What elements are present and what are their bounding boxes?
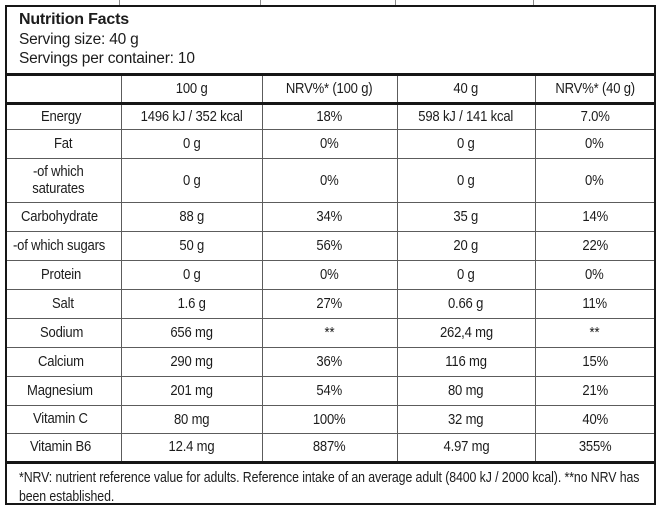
value-cell-nrv-100g: 100% (262, 405, 398, 434)
value-cell-40g: 0.66 g (397, 289, 536, 319)
value-cell-nrv-40g: 0% (535, 129, 654, 159)
servings-per-container-line: Servings per container: 10 (19, 50, 195, 67)
value-cell-nrv-100g: 34% (262, 202, 398, 232)
nutrient-row-calcium: Calcium 290 mg 36% 116 mg 15% (7, 347, 654, 377)
nutrient-row-vitamin-b6: Vitamin B6 12.4 mg 887% 4.97 mg 355% (7, 433, 654, 461)
nutrient-name-cell: Vitamin B6 (7, 433, 122, 461)
nutrient-name-cell: Fat (7, 129, 122, 159)
nutrient-row-magnesium: Magnesium 201 mg 54% 80 mg 21% (7, 376, 654, 406)
value-cell-nrv-100g: 27% (262, 289, 398, 319)
nutrient-name-cell: Energy (7, 103, 122, 130)
value-cell-nrv-40g: 21% (535, 376, 654, 406)
value-cell-100g: 0 g (121, 158, 263, 203)
nrv-footnote: *NRV: nutrient reference value for adult… (7, 460, 654, 504)
nutrient-row-protein: Protein 0 g 0% 0 g 0% (7, 260, 654, 290)
value-cell-40g: 598 kJ / 141 kcal (397, 103, 536, 130)
nutrient-name-cell: Sodium (7, 318, 122, 348)
column-header-row: 100 g NRV%* (100 g) 40 g NRV%* (40 g) (7, 76, 654, 105)
value-cell-nrv-40g: 7.0% (535, 103, 654, 130)
value-cell-nrv-100g: 54% (262, 376, 398, 406)
value-cell-nrv-40g: 40% (535, 405, 654, 434)
value-cell-nrv-100g: 36% (262, 347, 398, 377)
value-cell-nrv-40g: 355% (578, 439, 612, 456)
value-cell-100g: 201 mg (121, 376, 263, 406)
label-header: Nutrition Facts Serving size: 40 g Servi… (7, 7, 654, 76)
value-cell-nrv-40g: 11% (535, 289, 654, 319)
value-cell-100g: 50 g (121, 231, 263, 261)
nutrient-name-cell: Carbohydrate (7, 202, 122, 232)
nutrient-name-cell: Protein (7, 260, 122, 290)
value-cell-40g: 80 mg (397, 376, 536, 406)
value-cell-100g: 88 g (121, 202, 263, 232)
value-cell-40g: 32 mg (397, 405, 536, 434)
value-cell-40g: 20 g (397, 231, 536, 261)
value-cell-100g: 0 g (121, 129, 263, 159)
nutrient-name-cell: -of which saturates (7, 158, 122, 203)
value-cell-nrv-40g: ** (535, 318, 654, 348)
value-cell-40g: 116 mg (397, 347, 536, 377)
column-header-100g: 100 g (121, 76, 263, 105)
value-cell-nrv-100g: 0% (262, 129, 398, 159)
value-cell-40g: 4.97 mg (397, 433, 536, 461)
nutrient-name-cell: Magnesium (7, 376, 122, 406)
value-cell-nrv-100g: 18% (262, 103, 398, 130)
value-cell-40g: 35 g (397, 202, 536, 232)
value-cell-nrv-40g: 0% (535, 158, 654, 203)
column-header-nrv-40g: NRV%* (40 g) (535, 76, 654, 105)
column-header-blank (7, 76, 122, 105)
value-cell-nrv-100g: 0% (262, 158, 398, 203)
nutrient-row-sugars: -of which sugars 50 g 56% 20 g 22% (7, 231, 654, 261)
nutrient-name-cell: Calcium (7, 347, 122, 377)
value-cell-100g: 1496 kJ / 352 kcal (121, 103, 263, 130)
value-cell-40g: 0 g (397, 158, 536, 203)
nutrient-row-saturates: -of which saturates 0 g 0% 0 g 0% (7, 158, 654, 203)
value-cell-100g: 290 mg (121, 347, 263, 377)
value-cell-100g: 656 mg (121, 318, 263, 348)
nutrient-row-fat: Fat 0 g 0% 0 g 0% (7, 129, 654, 159)
value-cell-100g: 1.6 g (121, 289, 263, 319)
nutrient-row-sodium: Sodium 656 mg ** 262,4 mg ** (7, 318, 654, 348)
value-cell-nrv-100g: 887% (262, 433, 398, 461)
nutrition-table: 100 g NRV%* (100 g) 40 g NRV%* (40 g) En… (7, 76, 654, 461)
value-cell-40g: 0 g (397, 260, 536, 290)
label-title: Nutrition Facts (19, 11, 129, 28)
nutrient-name-cell: -of which sugars (7, 231, 122, 261)
nutrition-label-box: Nutrition Facts Serving size: 40 g Servi… (5, 5, 656, 505)
value-cell-nrv-40g: 14% (535, 202, 654, 232)
nutrient-row-energy: Energy 1496 kJ / 352 kcal 18% 598 kJ / 1… (7, 103, 654, 130)
nutrient-row-salt: Salt 1.6 g 27% 0.66 g 11% (7, 289, 654, 319)
column-guide-tick (119, 0, 120, 6)
nrv-footnote-text: *NRV: nutrient reference value for adult… (19, 469, 640, 504)
nutrient-row-carbohydrate: Carbohydrate 88 g 34% 35 g 14% (7, 202, 654, 232)
value-cell-nrv-100g: 0% (262, 260, 398, 290)
column-guide-tick (533, 0, 534, 6)
column-guide-tick (260, 0, 261, 6)
value-cell-nrv-40g: 15% (535, 347, 654, 377)
column-guide-tick (395, 0, 396, 6)
value-cell-100g: 80 mg (121, 405, 263, 434)
value-cell-nrv-100g: 56% (262, 231, 398, 261)
value-cell-100g: 12.4 mg (121, 433, 263, 461)
value-cell-40g: 0 g (397, 129, 536, 159)
column-header-40g: 40 g (397, 76, 536, 105)
value-cell-nrv-40g: 0% (535, 260, 654, 290)
value-cell-100g: 0 g (121, 260, 263, 290)
nutrient-name-cell: Salt (7, 289, 122, 319)
value-cell-40g: 262,4 mg (397, 318, 536, 348)
nutrient-row-vitamin-c: Vitamin C 80 mg 100% 32 mg 40% (7, 405, 654, 434)
value-cell-nrv-40g: 22% (535, 231, 654, 261)
serving-size-line: Serving size: 40 g (19, 31, 139, 48)
column-header-nrv-100g: NRV%* (100 g) (262, 76, 398, 105)
value-cell-nrv-100g: ** (262, 318, 398, 348)
nutrient-name-cell: Vitamin C (7, 405, 122, 434)
